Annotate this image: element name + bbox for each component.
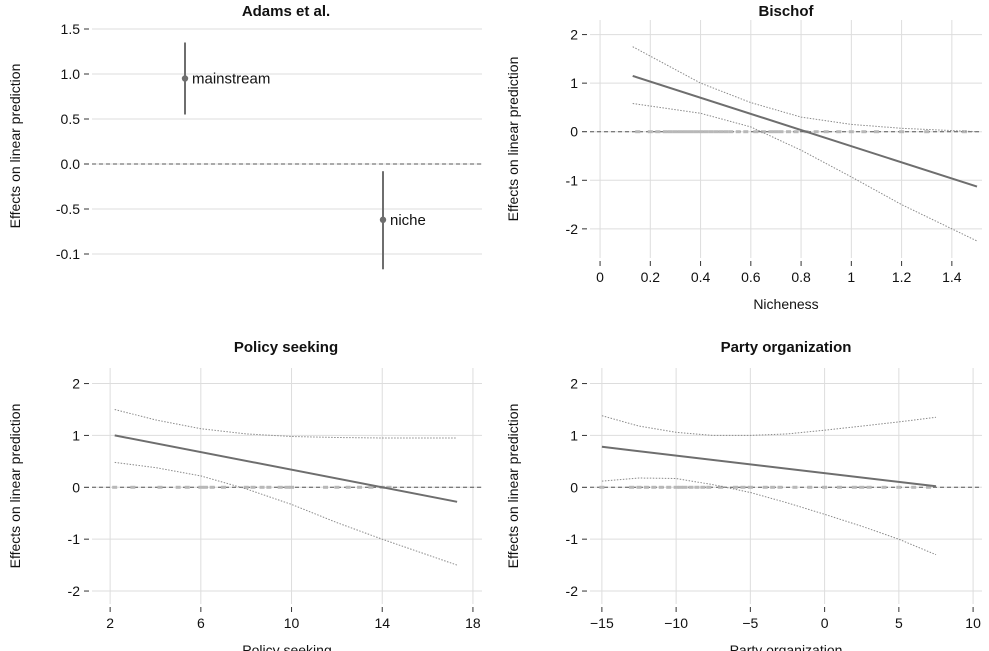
x-axis-label: Party organization [730,642,843,651]
ci-upper-line [601,415,937,436]
panel-title: Adams et al. [242,3,330,20]
y-tick-label: 1.0 [61,66,81,82]
y-tick-label: 1 [72,427,80,443]
y-tick-label: 0 [72,479,80,495]
y-tick-label: -2 [566,221,579,237]
y-tick-label: 0 [570,479,578,495]
point-estimate [379,216,387,223]
y-tick-label: 2 [570,376,578,392]
ci-upper-line [114,409,458,439]
point-estimate [181,75,189,82]
x-tick-label: 0 [821,615,829,631]
ci-lower-line [114,461,458,566]
fit-line [601,445,937,488]
panel-title: Bischof [758,3,814,20]
y-axis-label: Effects on linear prediction [7,404,23,569]
x-tick-label: 2 [106,615,114,631]
x-tick-label: 0.2 [641,269,661,285]
x-axis-label: Policy seeking [242,642,332,651]
ci-lower-line [601,477,937,556]
y-tick-label: -2 [566,583,579,599]
x-tick-label: 18 [465,615,481,631]
x-tick-label: −5 [742,615,758,631]
y-tick-label: -1 [68,531,81,547]
x-tick-label: 0.4 [691,269,711,285]
x-tick-label: 0 [596,269,604,285]
y-tick-label: -0.5 [56,201,80,217]
y-tick-label: 0.0 [61,156,81,172]
x-tick-label: 10 [284,615,300,631]
y-tick-label: -1 [566,531,579,547]
x-tick-label: 0.6 [741,269,761,285]
ci-lower-line [632,103,978,242]
panel-2: Bischof 2 1 0 -1 -2 0 0.2 0.4 0.6 0.8 1 1.2 1.4 Effect… [505,3,982,312]
x-tick-label: 14 [374,615,390,631]
fit-line [114,434,458,503]
y-tick-label: 2 [570,27,578,43]
y-axis-label: Effects on linear prediction [505,57,521,222]
y-tick-label: 1.5 [61,21,81,37]
y-tick-label: 0 [570,124,578,140]
y-tick-label: -0.1 [56,246,80,262]
y-tick-label: -2 [68,583,81,599]
x-tick-label: −15 [590,615,614,631]
x-tick-label: 1.4 [942,269,962,285]
x-tick-label: 10 [965,615,981,631]
y-axis-label: Effects on linear prediction [7,64,23,229]
point-label: niche [390,212,426,229]
y-tick-label: 1 [570,75,578,91]
point-label: mainstream [192,71,270,88]
y-axis-label: Effects on linear prediction [505,404,521,569]
y-tick-label: 1 [570,427,578,443]
x-tick-label: −10 [664,615,688,631]
x-tick-label: 1.2 [892,269,912,285]
y-tick-label: 0.5 [61,111,81,127]
x-axis-label: Nicheness [753,296,818,312]
panel-title: Party organization [721,339,852,356]
panel-title: Policy seeking [234,339,338,356]
x-tick-label: 6 [197,615,205,631]
fit-line [632,74,978,188]
x-tick-label: 1 [847,269,855,285]
ci-upper-line [632,46,978,133]
panel-1: Adams et al. 1.5 1.0 0.5 0.0 -0.5 -0.1 Effects … [7,3,482,270]
y-tick-label: 2 [72,376,80,392]
x-tick-label: 5 [895,615,903,631]
y-tick-label: -1 [566,172,579,188]
x-tick-label: 0.8 [791,269,811,285]
